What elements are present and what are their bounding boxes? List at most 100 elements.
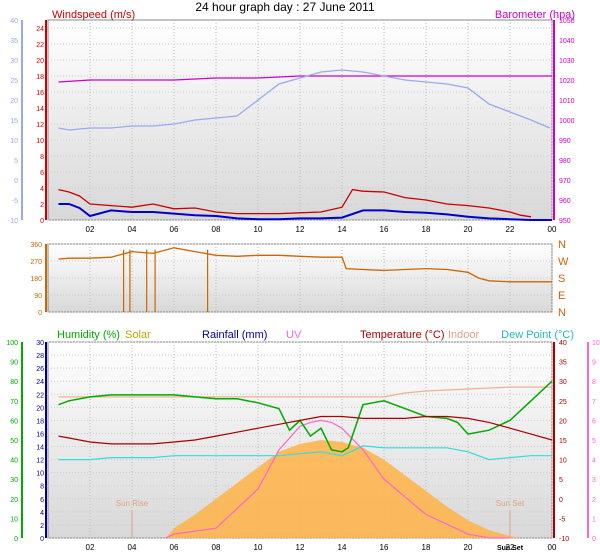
barometer-tick: 1040 [559,38,575,45]
series-direction [58,247,552,283]
outer-left-tick: 30 [10,58,18,65]
outer-left-tick: 40 [10,18,18,25]
windspeed-tick: 20 [36,58,44,65]
windspeed-tick: 6 [40,170,44,177]
barometer-tick: 1010 [559,98,575,105]
outer-left-tick: 15 [10,118,18,125]
sunset-label: Sun Set [496,499,525,508]
panel1-time-tick: 12 [296,225,305,234]
temperature-tick: 20 [559,418,567,425]
series-humidity [58,380,553,453]
panel3-time-tick: 04 [128,543,137,552]
windspeed-tick: 0 [40,218,44,225]
barometer-tick: 1030 [559,58,575,65]
humidity-tick: 80 [10,379,18,386]
rainfall-tick: 22 [36,392,44,399]
temperature-tick: 10 [559,458,567,465]
panel1-time-tick: 00 [548,225,557,234]
windspeed-tick: 4 [40,186,44,193]
outer-left-tick: 5 [14,158,18,165]
barometer-tick: 1020 [559,78,575,85]
rainfall-tick: 14 [36,445,44,452]
dewpoint-label: Dew Point (°C) [501,329,574,341]
panel3-time-tick: 18 [422,543,431,552]
rainfall-label: Rainfall (mm) [202,329,267,341]
humidity-label: Humidity (%) [57,329,120,341]
uv-tick: 10 [592,340,600,347]
series-indoor [58,386,552,398]
rainfall-tick: 26 [36,366,44,373]
windspeed-tick: 12 [36,122,44,129]
humidity-tick: 10 [10,516,18,523]
compass-label: N [558,239,566,251]
uv-tick: 6 [592,418,596,425]
direction-tick: 90 [34,293,42,300]
barometer-tick: 990 [559,138,571,145]
uv-tick: 3 [592,477,596,484]
windspeed-tick: 16 [36,90,44,97]
rainfall-tick: 24 [36,379,44,386]
series-temperature [58,415,553,445]
rainfall-tick: 16 [36,431,44,438]
windspeed-tick: 24 [36,26,44,33]
windspeed-tick: 18 [36,74,44,81]
barometer-label: Barometer (hpa) [495,9,575,21]
rainfall-tick: 12 [36,458,44,465]
series-gust_avg [58,203,552,221]
panel1-time-tick: 08 [212,225,221,234]
rainfall-tick: 6 [40,497,44,504]
outer-left-tick: 25 [10,78,18,85]
outer-left-tick: 0 [14,178,18,185]
series-dew [58,445,552,461]
rainfall-tick: 2 [40,523,44,530]
panel3-time-tick: 16 [380,543,389,552]
windspeed-tick: 8 [40,154,44,161]
rainfall-tick: 28 [36,353,44,360]
series-baro [58,75,552,83]
uv-tick: 9 [592,360,596,367]
windspeed-tick: 14 [36,106,44,113]
direction-tick: 180 [30,276,42,283]
temperature-tick: 40 [559,340,567,347]
panel3-time-tick: 22 [506,543,515,552]
solar-label: Solar [125,329,151,341]
barometer-tick: 970 [559,178,571,185]
panel3-time-tick: 06 [170,543,179,552]
panel3-time-tick: 08 [212,543,221,552]
temperature-tick: 35 [559,360,567,367]
temperature-tick: -5 [559,516,565,523]
series-uv [165,419,510,539]
chart-title: 24 hour graph day : 27 June 2011 [195,0,375,14]
windspeed-tick: 2 [40,202,44,209]
humidity-tick: 60 [10,418,18,425]
outer-left-tick: 20 [10,98,18,105]
outer-left-tick: 35 [10,38,18,45]
windspeed-tick: 10 [36,138,44,145]
humidity-tick: 90 [10,360,18,367]
temperature-tick: 25 [559,399,567,406]
panel3-time-tick: 14 [338,543,347,552]
uv-tick: 7 [592,399,596,406]
uv-label: UV [286,329,302,341]
barometer-tick: 950 [559,218,571,225]
outer-left-tick: -5 [12,198,18,205]
panel1-time-tick: 22 [506,225,515,234]
uv-tick: 2 [592,497,596,504]
direction-tick: 0 [38,310,42,317]
outer-left-tick: 10 [10,138,18,145]
temperature-tick: 0 [559,497,563,504]
uv-tick: 5 [592,438,596,445]
compass-label: W [558,256,569,268]
series-wind [58,188,532,218]
sunrise-label: Sun Rise [116,499,149,508]
compass-label: S [558,273,565,285]
panel1-time-tick: 04 [128,225,137,234]
barometer-tick: 1000 [559,118,575,125]
panel1-time-tick: 06 [170,225,179,234]
rainfall-tick: 20 [36,405,44,412]
panel1-time-tick: 16 [380,225,389,234]
rainfall-tick: 10 [36,471,44,478]
compass-label: E [558,290,565,302]
